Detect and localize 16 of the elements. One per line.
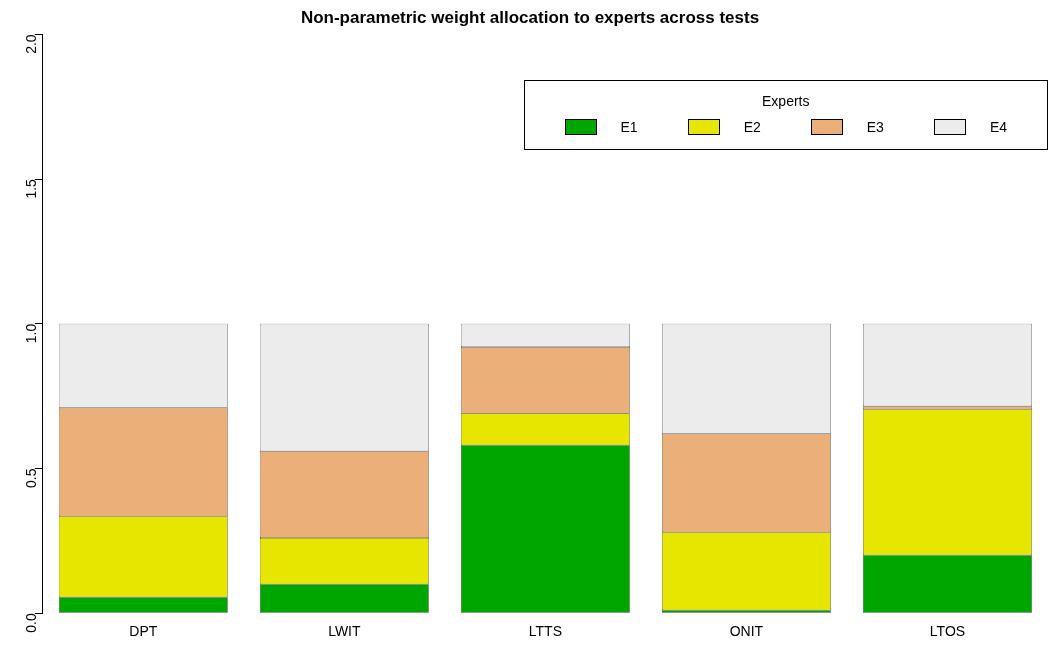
legend-label: E1: [620, 119, 638, 135]
chart-title: Non-parametric weight allocation to experts across tests: [300, 7, 760, 27]
legend-label: E3: [866, 119, 884, 135]
x-tick-label: ONIT: [729, 623, 764, 640]
y-tick-label: 0.0: [22, 612, 39, 633]
legend-label: E2: [743, 119, 761, 135]
y-tick-label: 0.5: [22, 468, 39, 488]
x-tick-label: LTTS: [528, 623, 562, 640]
y-tick-label: 1.0: [22, 323, 39, 344]
y-tick-label: 2.0: [22, 34, 39, 54]
x-tick-label: DPT: [129, 623, 158, 640]
x-tick-label: LWIT: [328, 623, 362, 640]
legend-title: Experts: [761, 93, 811, 109]
legend-label: E4: [989, 119, 1007, 135]
y-tick-label: 1.5: [22, 178, 39, 199]
x-tick-label: LTOS: [929, 623, 966, 640]
